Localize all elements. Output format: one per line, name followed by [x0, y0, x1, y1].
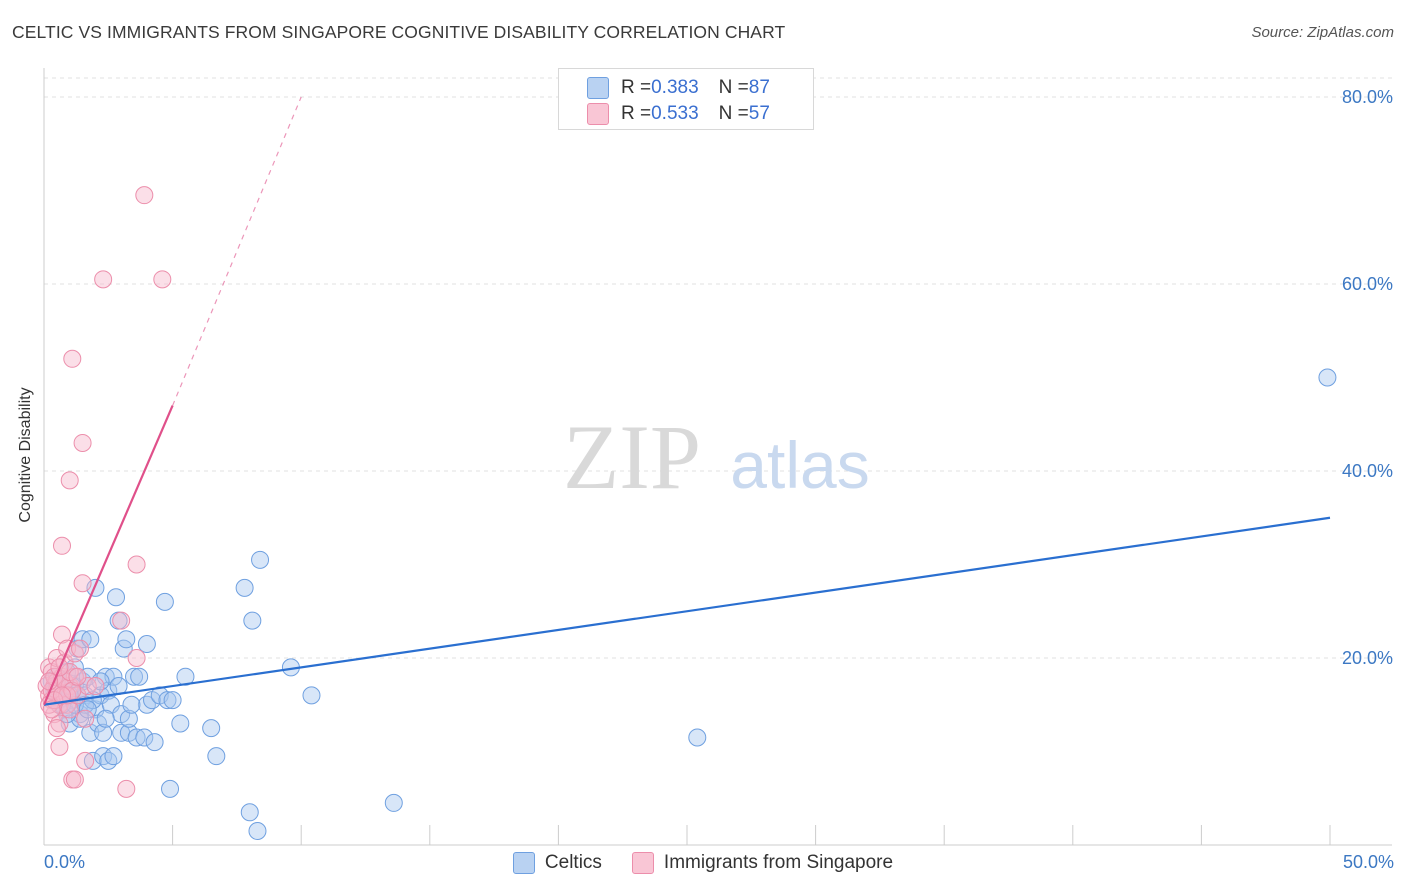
singapore-point — [53, 686, 72, 705]
singapore-point — [65, 770, 84, 789]
celtics-point — [155, 592, 174, 611]
grid-lines — [44, 77, 1392, 659]
celtics-point — [107, 588, 126, 607]
correlation-legend: R = 0.383 N = 87 R = 0.533 N = 57 — [558, 68, 814, 130]
celtics-point — [137, 634, 156, 653]
legend-row-celtics: R = 0.383 N = 87 — [587, 77, 770, 99]
legend-r-value: 0.383 — [651, 77, 699, 98]
celtics-point — [243, 611, 262, 630]
singapore-point — [50, 737, 69, 756]
celtics-point — [81, 723, 100, 742]
singapore-point — [86, 677, 105, 696]
x-tick-label-min: 0.0% — [44, 852, 86, 872]
celtics-point — [207, 747, 226, 766]
singapore-point — [53, 536, 72, 555]
legend-row-singapore: R = 0.533 N = 57 — [587, 103, 770, 125]
celtics-point — [240, 803, 259, 822]
celtics-point — [117, 630, 136, 649]
celtics-point — [302, 686, 321, 705]
celtics-point — [158, 691, 177, 710]
celtics-point — [202, 719, 221, 738]
singapore-point — [135, 186, 154, 205]
celtics-point — [135, 728, 154, 747]
series-legend: Celtics Immigrants from Singapore — [0, 852, 1406, 874]
singapore-point — [153, 270, 172, 289]
y-axis-label: Cognitive Disability — [17, 387, 34, 523]
celtics-point — [688, 728, 707, 747]
celtics-point — [161, 779, 180, 798]
singapore-point — [50, 714, 69, 733]
celtics-point — [251, 550, 270, 569]
legend-r-label: R = — [621, 77, 652, 98]
legend-n-value: 57 — [748, 103, 770, 124]
legend-r-label: R = — [621, 103, 652, 124]
celtics-point — [1318, 368, 1337, 387]
celtics-point — [130, 667, 149, 686]
celtics-point — [125, 667, 144, 686]
singapore-point — [76, 751, 95, 770]
singapore-point — [53, 625, 72, 644]
celtics-point — [119, 709, 138, 728]
celtics-point — [248, 821, 267, 840]
celtics-point — [81, 630, 100, 649]
y-tick-labels: 20.0% 40.0% 60.0% 80.0% — [1342, 87, 1393, 668]
legend-swatch-celtics — [587, 77, 609, 99]
celtics-point — [171, 714, 190, 733]
chart-title: CELTIC VS IMMIGRANTS FROM SINGAPORE COGN… — [12, 22, 786, 42]
y-tick-label: 60.0% — [1342, 274, 1393, 294]
legend-n-value: 87 — [748, 77, 770, 98]
celtics-point — [83, 751, 102, 770]
singapore-point — [127, 649, 146, 667]
celtics-point — [163, 691, 182, 710]
legend-item-celtics: Celtics — [512, 852, 602, 874]
celtics-point — [104, 747, 123, 766]
legend-n-label: N = — [718, 103, 749, 124]
legend-r-value: 0.533 — [651, 103, 699, 124]
watermark-atlas: atlas — [730, 428, 869, 502]
celtics-point — [101, 695, 120, 714]
x-tick-label-max: 50.0% — [1342, 852, 1394, 872]
watermark: ZIP atlas — [563, 406, 870, 508]
y-tick-label: 20.0% — [1342, 648, 1393, 668]
singapore-point — [68, 667, 87, 686]
celtics-trend-line — [43, 516, 1331, 706]
legend-n-label: N = — [718, 77, 749, 98]
source-label: Source: ZipAtlas.com — [1251, 24, 1394, 41]
celtics-label: Celtics — [544, 852, 602, 873]
legend-item-singapore: Immigrants from Singapore — [631, 852, 894, 874]
trend-lines — [42, 96, 1331, 706]
singapore-point — [76, 709, 95, 728]
celtics-point — [94, 723, 113, 742]
singapore-point — [60, 471, 79, 490]
singapore-point — [73, 574, 92, 593]
celtics-point — [127, 728, 146, 747]
celtics-point — [122, 695, 141, 714]
singapore-point — [73, 433, 92, 452]
singapore-trend-extension — [172, 96, 302, 406]
singapore-swatch — [631, 852, 654, 874]
singapore-point — [47, 719, 66, 738]
celtics-point — [145, 733, 164, 752]
singapore-point — [117, 779, 136, 798]
y-tick-label: 40.0% — [1342, 461, 1393, 481]
celtics-point — [96, 709, 115, 728]
singapore-point — [94, 270, 113, 289]
singapore-point — [71, 639, 90, 658]
watermark-zip: ZIP — [563, 406, 701, 508]
singapore-point — [112, 611, 131, 630]
celtics-point — [235, 578, 254, 597]
celtics-point — [384, 793, 403, 812]
singapore-point — [63, 349, 82, 368]
singapore-point — [63, 681, 82, 700]
axes — [43, 68, 1392, 846]
singapore-trend-line — [42, 405, 174, 706]
y-tick-label: 80.0% — [1342, 87, 1393, 107]
celtics-swatch — [512, 852, 535, 874]
singapore-point — [127, 555, 146, 574]
legend-swatch-singapore — [587, 103, 609, 125]
singapore-label: Immigrants from Singapore — [663, 852, 894, 873]
